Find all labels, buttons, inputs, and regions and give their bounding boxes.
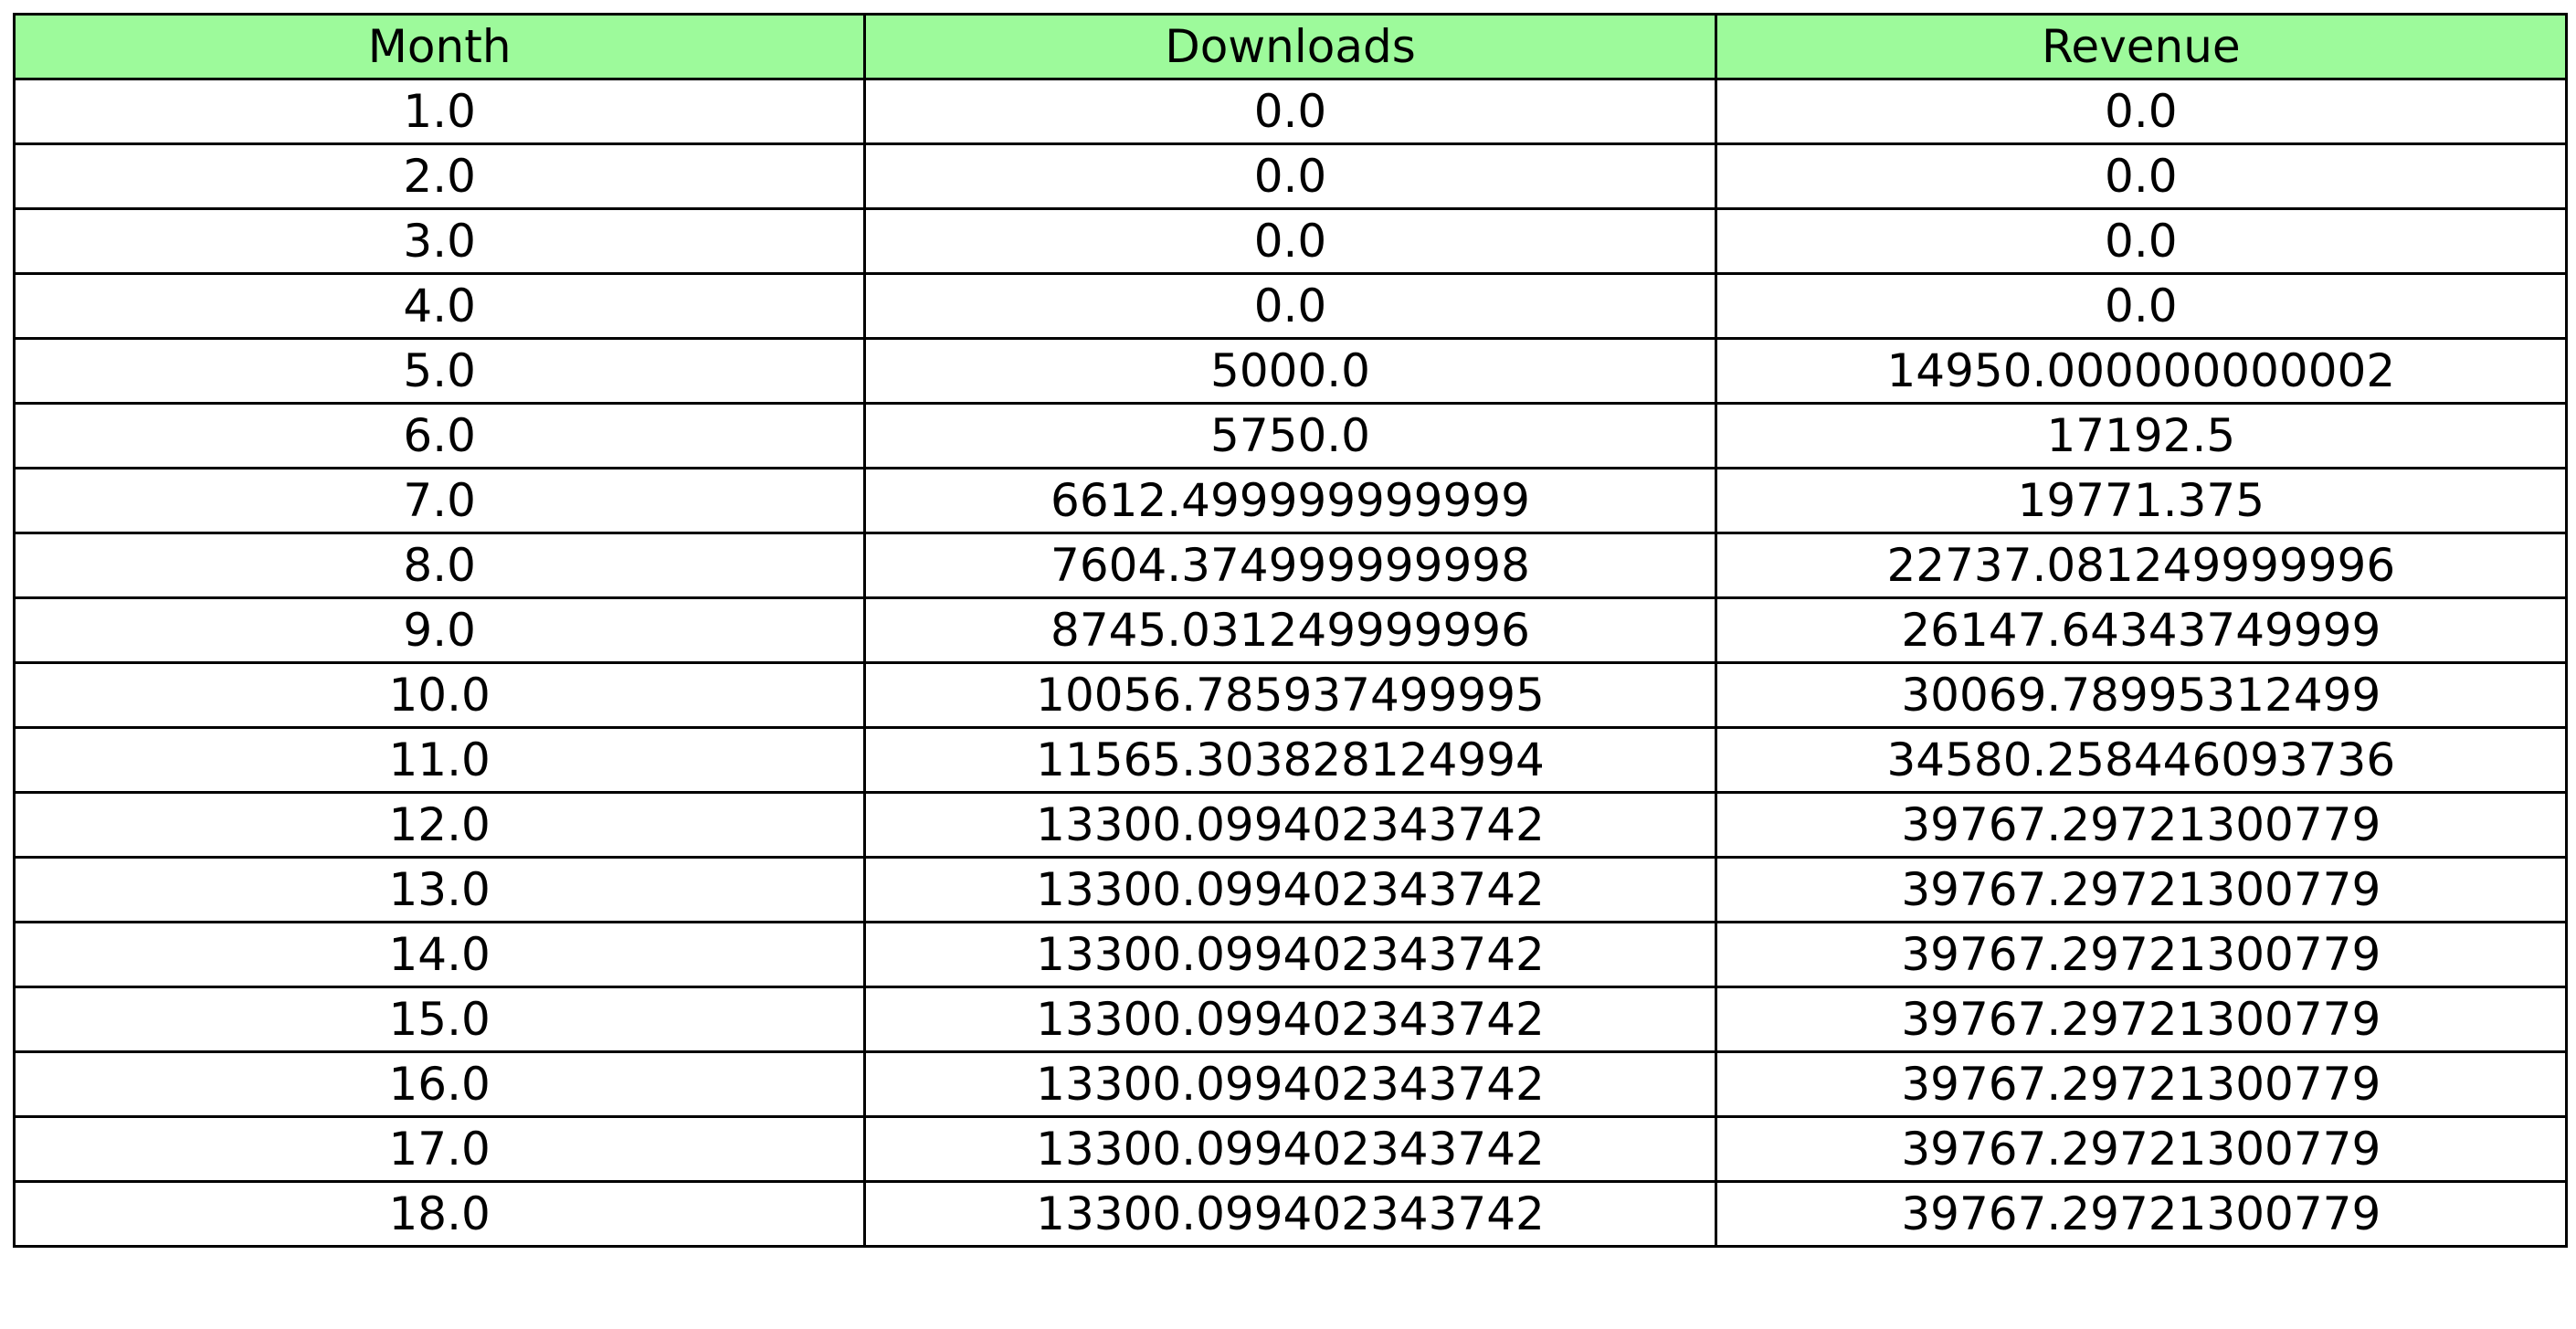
table-row: 14.0 13300.099402343742 39767.29721300779	[12, 921, 2568, 988]
cell-month: 3.0	[12, 207, 867, 275]
table-row: 18.0 13300.099402343742 39767.29721300779	[12, 1180, 2568, 1248]
cell-revenue: 39767.29721300779	[1714, 921, 2568, 988]
cell-downloads: 0.0	[863, 207, 1717, 275]
cell-revenue: 39767.29721300779	[1714, 1180, 2568, 1248]
table-row: 5.0 5000.0 14950.000000000002	[12, 337, 2568, 405]
cell-month: 11.0	[12, 726, 867, 794]
cell-downloads: 5000.0	[863, 337, 1717, 405]
cell-revenue: 0.0	[1714, 142, 2568, 210]
cell-month: 18.0	[12, 1180, 867, 1248]
cell-revenue: 39767.29721300779	[1714, 1115, 2568, 1183]
cell-revenue: 0.0	[1714, 207, 2568, 275]
cell-downloads: 13300.099402343742	[863, 1115, 1717, 1183]
table-row: 15.0 13300.099402343742 39767.29721300779	[12, 986, 2568, 1053]
cell-revenue: 22737.081249999996	[1714, 532, 2568, 599]
table-row: 11.0 11565.303828124994 34580.258446093736	[12, 726, 2568, 794]
table-row: 12.0 13300.099402343742 39767.29721300779	[12, 791, 2568, 859]
cell-downloads: 13300.099402343742	[863, 791, 1717, 859]
cell-revenue: 39767.29721300779	[1714, 791, 2568, 859]
cell-revenue: 19771.375	[1714, 467, 2568, 534]
cell-downloads: 8745.031249999996	[863, 596, 1717, 664]
table-row: 13.0 13300.099402343742 39767.29721300779	[12, 856, 2568, 923]
table-row: 3.0 0.0 0.0	[12, 207, 2568, 275]
cell-downloads: 13300.099402343742	[863, 1180, 1717, 1248]
table-row: 1.0 0.0 0.0	[12, 78, 2568, 145]
table-row: 6.0 5750.0 17192.5	[12, 402, 2568, 469]
cell-revenue: 17192.5	[1714, 402, 2568, 469]
cell-downloads: 11565.303828124994	[863, 726, 1717, 794]
cell-month: 1.0	[12, 78, 867, 145]
table-header-row: Month Downloads Revenue	[12, 13, 2568, 80]
table-row: 2.0 0.0 0.0	[12, 142, 2568, 210]
column-header-downloads: Downloads	[863, 13, 1717, 80]
cell-downloads: 13300.099402343742	[863, 921, 1717, 988]
table-body: 1.0 0.0 0.0 2.0 0.0 0.0 3.0 0.0 0.0 4.0 0.0 0.0 5.0 5…	[12, 78, 2568, 1248]
cell-month: 9.0	[12, 596, 867, 664]
cell-downloads: 13300.099402343742	[863, 986, 1717, 1053]
cell-month: 4.0	[12, 272, 867, 340]
table-row: 8.0 7604.374999999998 22737.081249999996	[12, 532, 2568, 599]
cell-month: 5.0	[12, 337, 867, 405]
cell-downloads: 0.0	[863, 272, 1717, 340]
cell-revenue: 34580.258446093736	[1714, 726, 2568, 794]
column-header-revenue: Revenue	[1714, 13, 2568, 80]
cell-downloads: 0.0	[863, 78, 1717, 145]
cell-revenue: 0.0	[1714, 272, 2568, 340]
cell-month: 15.0	[12, 986, 867, 1053]
cell-revenue: 39767.29721300779	[1714, 856, 2568, 923]
cell-month: 10.0	[12, 661, 867, 729]
table-row: 10.0 10056.785937499995 30069.78995312499	[12, 661, 2568, 729]
cell-downloads: 7604.374999999998	[863, 532, 1717, 599]
cell-downloads: 6612.499999999999	[863, 467, 1717, 534]
cell-downloads: 0.0	[863, 142, 1717, 210]
column-header-month: Month	[12, 13, 867, 80]
table-row: 9.0 8745.031249999996 26147.64343749999	[12, 596, 2568, 664]
cell-downloads: 13300.099402343742	[863, 856, 1717, 923]
cell-revenue: 39767.29721300779	[1714, 1050, 2568, 1118]
cell-month: 2.0	[12, 142, 867, 210]
cell-revenue: 30069.78995312499	[1714, 661, 2568, 729]
cell-month: 7.0	[12, 467, 867, 534]
cell-month: 14.0	[12, 921, 867, 988]
cell-month: 16.0	[12, 1050, 867, 1118]
cell-month: 8.0	[12, 532, 867, 599]
table-row: 4.0 0.0 0.0	[12, 272, 2568, 340]
data-table: Month Downloads Revenue 1.0 0.0 0.0 2.0 0.0 0…	[12, 13, 2568, 1248]
table-row: 16.0 13300.099402343742 39767.29721300779	[12, 1050, 2568, 1118]
cell-month: 12.0	[12, 791, 867, 859]
cell-month: 13.0	[12, 856, 867, 923]
cell-revenue: 0.0	[1714, 78, 2568, 145]
cell-revenue: 14950.000000000002	[1714, 337, 2568, 405]
cell-revenue: 39767.29721300779	[1714, 986, 2568, 1053]
cell-downloads: 5750.0	[863, 402, 1717, 469]
table-row: 17.0 13300.099402343742 39767.29721300779	[12, 1115, 2568, 1183]
cell-month: 17.0	[12, 1115, 867, 1183]
cell-revenue: 26147.64343749999	[1714, 596, 2568, 664]
table-row: 7.0 6612.499999999999 19771.375	[12, 467, 2568, 534]
cell-downloads: 13300.099402343742	[863, 1050, 1717, 1118]
cell-downloads: 10056.785937499995	[863, 661, 1717, 729]
cell-month: 6.0	[12, 402, 867, 469]
